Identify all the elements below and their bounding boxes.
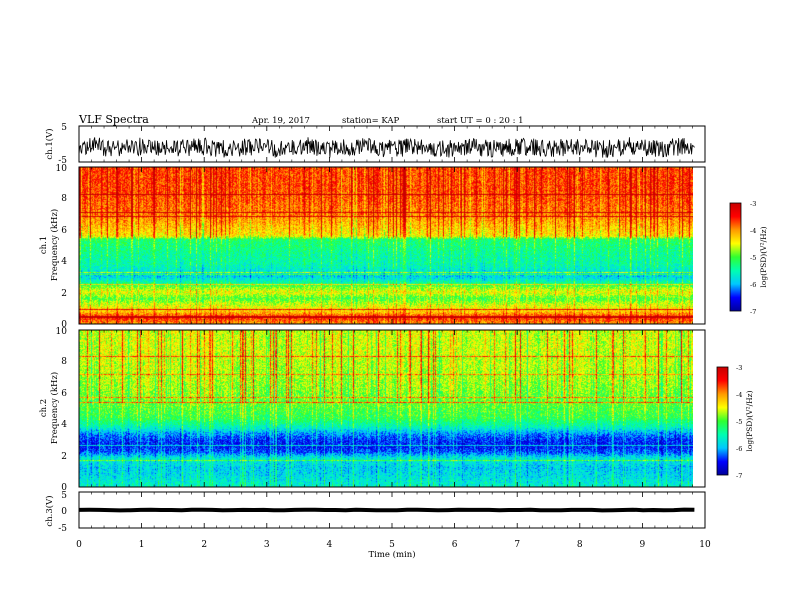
spec1-ytick-label: 10 [56,164,68,174]
ch1-spectrogram-image [79,167,693,324]
ch1-colorbar: -3 -4 -5 -6 -7 log(PSD)(V²/Hz) [729,200,768,316]
spec2-ytick-label: 4 [61,420,67,430]
time-tick-label: 4 [327,540,333,550]
time-tick-label: 10 [699,540,711,550]
ch2-colorbar-tick: -5 [736,418,742,426]
ch1-colorbar-tick: -3 [750,200,756,208]
spec2-ytick-label: 8 [61,357,67,367]
ch1-waveform-panel: 5 -5 ch.1(V) [44,123,706,166]
time-tick-label: 0 [76,540,82,550]
ch1-colorbar-ramp [729,202,742,312]
spec2-ytick-label: 10 [56,327,68,337]
ch3-waveform-ylabel: ch.3(V) [44,495,55,526]
time-axis: 0 1 2 3 4 5 6 7 8 9 10 [76,126,711,550]
spec2-ytick-label: 0 [61,483,67,493]
spec2-ylabel-channel: ch.2 [39,399,49,417]
spec1-ytick-label: 2 [61,289,67,299]
spec1-ylabel-frequency: Frequency (kHz) [49,209,60,281]
station-label: station= KAP [342,116,400,126]
time-tick-label: 3 [264,540,270,550]
time-tick-label: 2 [201,540,207,550]
ch1-colorbar-tick: -5 [750,254,756,262]
ch3-ytick-label: 5 [61,491,67,501]
ch2-colorbar-tick: -4 [736,391,742,399]
ch2-colorbar-tick: -6 [736,445,742,453]
time-axis-label: Time (min) [368,549,415,560]
spec2-ylabel-frequency: Frequency (kHz) [49,372,60,444]
date-label: Apr. 19, 2017 [251,116,310,126]
ch2-colorbar-tick: -7 [736,472,742,480]
ch1-ytick-label: -5 [58,156,67,166]
ch2-colorbar-label: log(PSD)(V²/Hz) [745,390,754,451]
time-tick-label: 9 [640,540,646,550]
time-tick-label: 1 [139,540,145,550]
start-time-label: start UT = 0 : 20 : 1 [437,116,524,126]
spec2-ytick-label: 6 [61,389,67,399]
time-tick-label: 7 [514,540,520,550]
ch3-waveform-panel: 5 0 -5 ch.3(V) [44,491,706,534]
spec1-ylabel-channel: ch.1 [39,236,49,254]
ch2-spectrogram-panel: 0 2 4 6 8 10 ch.2 Frequency (kHz) [39,327,706,493]
ch3-waveform-line [78,507,695,513]
time-tick-label: 6 [452,540,458,550]
ch1-colorbar-tick: -4 [750,227,756,235]
ch1-colorbar-label: log(PSD)(V²/Hz) [759,226,768,287]
spec2-ytick-label: 2 [61,452,67,462]
spec1-ytick-label: 4 [61,257,67,267]
figure-title: VLF Spectra [78,113,149,126]
ch3-ytick-label: 0 [61,507,67,517]
ch1-spectrogram-panel: 0 2 4 6 8 10 ch.1 Frequency (kHz) [39,164,706,330]
spec1-ytick-label: 8 [61,194,67,204]
ch1-colorbar-tick: -7 [750,308,756,316]
ch1-waveform-frame [78,125,706,163]
ch2-spectrogram-image [79,330,693,487]
ch3-ytick-label: -5 [58,524,67,534]
ch1-colorbar-tick: -6 [750,281,756,289]
ch1-waveform-ylabel: ch.1(V) [44,128,55,159]
ch1-ytick-label: 5 [61,123,67,133]
ch2-colorbar-tick: -3 [736,364,742,372]
ch1-waveform-line [78,137,695,158]
time-tick-label: 8 [577,540,583,550]
time-tick-label: 5 [389,540,395,550]
spec1-ytick-label: 0 [61,320,67,330]
ch2-colorbar-ramp [716,366,729,476]
ch2-colorbar: -3 -4 -5 -6 -7 log(PSD)(V²/Hz) [716,364,754,480]
spec1-ytick-label: 6 [61,226,67,236]
